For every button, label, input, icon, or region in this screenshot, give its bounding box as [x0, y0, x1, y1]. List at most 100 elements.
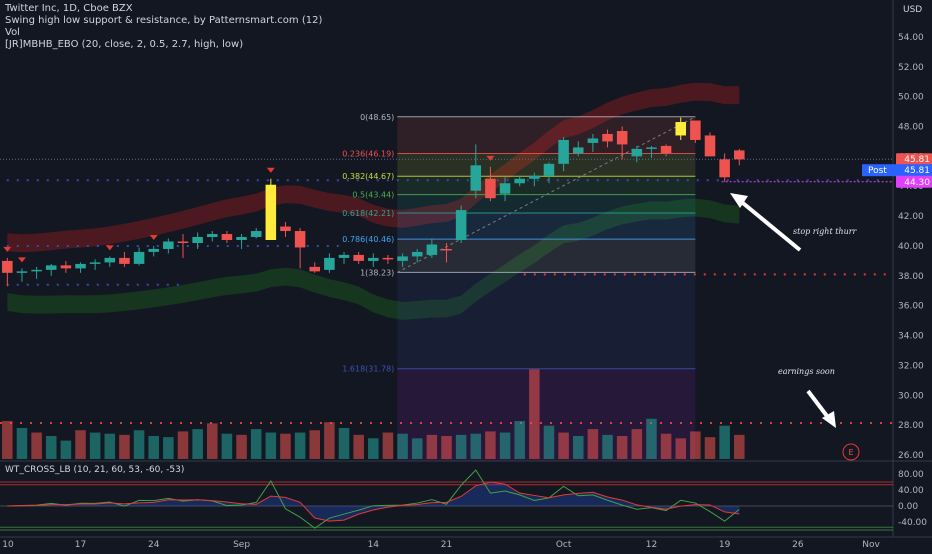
candle-body: [207, 234, 218, 238]
price-tick-label: 28.00: [898, 421, 924, 431]
time-tick-label: 21: [441, 540, 452, 550]
swing-high-marker: [3, 246, 12, 252]
candle-body: [16, 271, 28, 273]
candle-body: [441, 248, 452, 251]
candle-body: [572, 147, 584, 154]
volume-bar: [675, 438, 686, 459]
candle-body: [485, 178, 496, 199]
fib-level-label: 0.5(43.44): [352, 191, 394, 200]
fib-level-label: 0(48.65): [360, 113, 394, 122]
volume-bar: [16, 427, 28, 459]
earnings-annotation: earnings soon: [778, 367, 835, 376]
swing-markers: [3, 155, 495, 263]
volume-bar: [148, 436, 159, 459]
time-tick-label: 24: [148, 540, 160, 550]
candle-body: [411, 251, 423, 257]
swing-high-marker: [105, 245, 114, 251]
osc-wt1-line: [7, 469, 740, 529]
volume-bar: [31, 432, 42, 459]
candle-body: [2, 260, 13, 273]
price-tick-label: 26.00: [898, 451, 924, 461]
indicator-mbhb-ebo[interactable]: [JR]MBHB_EBO (20, close, 2, 0.5, 2.7, hi…: [5, 39, 244, 50]
earnings-icon-label: E: [848, 448, 853, 457]
volume-bar: [236, 434, 247, 459]
swing-high-marker: [17, 257, 26, 263]
price-tick-label: 34.00: [898, 332, 924, 342]
volume-bar: [602, 434, 613, 459]
indicator-swing-sr[interactable]: Swing high low support & resistance, by …: [5, 15, 323, 26]
volume-bar: [207, 423, 218, 459]
volume-bars: [2, 369, 745, 459]
fib-level-label: 1.618(31.78): [342, 365, 394, 374]
candle-body: [646, 147, 657, 149]
volume-bar: [280, 433, 291, 459]
annotations: stop right thurr earnings soon E: [730, 193, 860, 461]
candle-body: [719, 159, 730, 178]
candle-body: [89, 262, 101, 264]
fib-zone: [397, 116, 696, 154]
candle-body: [660, 145, 672, 154]
volume-bar: [119, 434, 130, 459]
candle-body: [60, 265, 72, 269]
time-tick-label: 14: [368, 540, 380, 550]
time-tick-label: 12: [646, 540, 657, 550]
fib-level-label: 0.786(40.46): [342, 235, 394, 244]
candle-body: [690, 120, 701, 140]
volume-bar: [192, 429, 203, 459]
fib-level-label: 0.236(46.19): [342, 150, 394, 159]
lower-band: [7, 198, 740, 320]
last-price-badge: [896, 153, 932, 166]
volume-bar: [558, 432, 569, 459]
earnings-arrow-shaft: [806, 389, 832, 422]
candle-body: [704, 135, 716, 157]
volume-bar: [309, 430, 321, 459]
candle-body: [616, 130, 628, 145]
candle-body: [104, 257, 116, 263]
indicator-wt-cross[interactable]: WT_CROSS_LB (10, 21, 60, 53, -60, -53): [5, 465, 185, 475]
osc-tick-label: 0.00: [898, 502, 918, 512]
stop-arrow-shaft: [736, 197, 802, 252]
candle-body: [133, 251, 145, 264]
volume-bar: [660, 433, 672, 459]
candle-body: [499, 183, 511, 194]
candle-body: [382, 257, 394, 260]
volume-bar: [529, 369, 540, 459]
candle-body: [558, 139, 569, 164]
candle-body: [602, 133, 613, 142]
candle-body: [470, 165, 482, 191]
volume-bar: [411, 438, 423, 459]
osc-tick-label: 40.00: [898, 486, 924, 496]
osc-wt2-line: [7, 481, 740, 522]
price-tick-label: 50.00: [898, 93, 924, 103]
volume-bar: [441, 436, 452, 459]
swing-high-marker: [149, 234, 158, 240]
candle-body: [514, 178, 525, 184]
indicator-volume[interactable]: Vol: [5, 27, 20, 38]
price-tick-label: 36.00: [898, 302, 924, 312]
candle-body: [734, 150, 745, 160]
volume-bar: [734, 434, 745, 459]
fib-zone: [397, 212, 696, 240]
candle-body: [353, 254, 364, 261]
candle-body: [236, 237, 247, 240]
stop-price-badge: [896, 175, 932, 188]
candle-body: [177, 241, 189, 243]
volume-bar: [177, 431, 189, 459]
volume-bar: [45, 436, 57, 459]
post-price-badge: [862, 164, 932, 177]
candle-body: [163, 241, 174, 249]
candle-body: [119, 257, 130, 264]
osc-area: [7, 482, 740, 522]
volume-bar: [587, 429, 599, 459]
volume-bar: [455, 434, 467, 459]
earnings-icon: [842, 443, 860, 461]
volume-bar: [616, 436, 628, 459]
volume-bar: [382, 432, 394, 459]
stop-price-badge-value: 44.30: [904, 178, 930, 188]
candlesticks: [2, 117, 745, 287]
candle-body: [455, 210, 467, 240]
upper-band: [7, 82, 740, 253]
price-tick-label: 40.00: [898, 242, 924, 252]
